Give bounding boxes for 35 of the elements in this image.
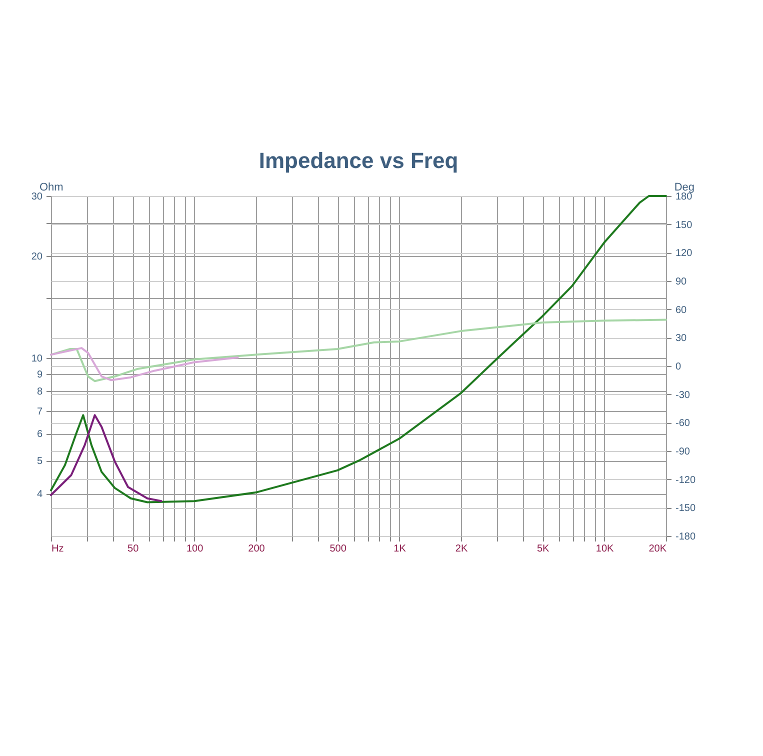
y2-tick-label: -30 bbox=[676, 390, 690, 401]
y-tick-label: 4 bbox=[36, 489, 43, 500]
y-tick-label: 8 bbox=[36, 386, 43, 398]
x-tick-label: 100 bbox=[186, 544, 204, 554]
y2-tick-label: -60 bbox=[676, 418, 690, 430]
chart-title: Impedance vs Freq bbox=[258, 148, 458, 173]
y2-tick-label: 90 bbox=[676, 276, 688, 288]
x-tick-label: 50 bbox=[128, 544, 140, 554]
x-tick-label: 1K bbox=[394, 544, 406, 554]
y2-tick-label: 30 bbox=[676, 333, 688, 344]
x-tick-label: 200 bbox=[248, 544, 266, 554]
y-tick-label: 7 bbox=[36, 406, 43, 418]
y-tick-label: 30 bbox=[31, 192, 43, 202]
x-tick-label: 2K bbox=[455, 544, 468, 554]
y-tick-label: 9 bbox=[36, 369, 43, 380]
y2-tick-label: 60 bbox=[676, 304, 688, 316]
y2-axis-title: Deg bbox=[674, 182, 694, 194]
y-tick-label: 10 bbox=[31, 354, 43, 365]
y-tick-label: 5 bbox=[36, 456, 43, 468]
x-tick-label: 10K bbox=[596, 544, 614, 554]
y2-tick-label: -180 bbox=[676, 532, 696, 542]
x-tick-label: 20K bbox=[648, 544, 667, 554]
y2-tick-label: 120 bbox=[676, 248, 693, 260]
y2-tick-label: 180 bbox=[676, 192, 693, 202]
y2-tick-label: 0 bbox=[676, 362, 682, 372]
y2-tick-label: -150 bbox=[676, 503, 696, 514]
y2-tick-label: -90 bbox=[676, 446, 690, 458]
x-tick-label: 5K bbox=[536, 544, 550, 554]
y-tick-label: 20 bbox=[31, 251, 43, 262]
y2-tick-label: -120 bbox=[676, 474, 696, 486]
y-tick-label: 6 bbox=[36, 429, 43, 440]
x-tick-label: Hz bbox=[52, 544, 64, 554]
x-tick-label: 500 bbox=[330, 544, 347, 554]
y2-tick-label: 150 bbox=[676, 220, 693, 231]
y-axis-title: Ohm bbox=[40, 182, 64, 194]
